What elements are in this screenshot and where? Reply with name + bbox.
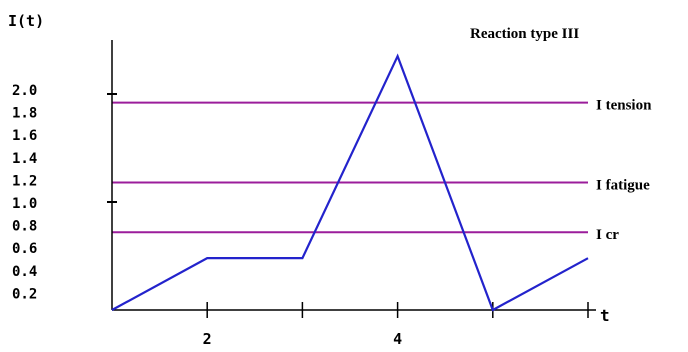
threshold-label: I cr bbox=[596, 227, 619, 243]
y-tick-label: 0.4 bbox=[12, 264, 37, 280]
chart-title: Reaction type III bbox=[470, 26, 579, 42]
y-tick-label: 1.6 bbox=[12, 128, 37, 144]
threshold-label: I fatigue bbox=[596, 178, 650, 194]
y-tick-label: 2.0 bbox=[12, 83, 37, 99]
x-tick-label: 4 bbox=[393, 330, 402, 348]
y-tick-label: 1.8 bbox=[12, 106, 37, 122]
y-tick-label: 0.6 bbox=[12, 241, 37, 257]
x-tick-label: 2 bbox=[203, 330, 212, 348]
y-tick-label: 1.0 bbox=[12, 196, 37, 212]
y-axis-label: I(t) bbox=[8, 12, 44, 30]
y-tick-label: 0.8 bbox=[12, 219, 37, 235]
y-tick-label: 1.2 bbox=[12, 173, 37, 189]
threshold-label: I tension bbox=[596, 98, 652, 114]
series-line bbox=[111, 53, 589, 312]
y-tick-label: 0.2 bbox=[12, 286, 37, 302]
y-tick-label: 1.4 bbox=[12, 151, 37, 167]
x-axis-label: t bbox=[600, 306, 610, 325]
